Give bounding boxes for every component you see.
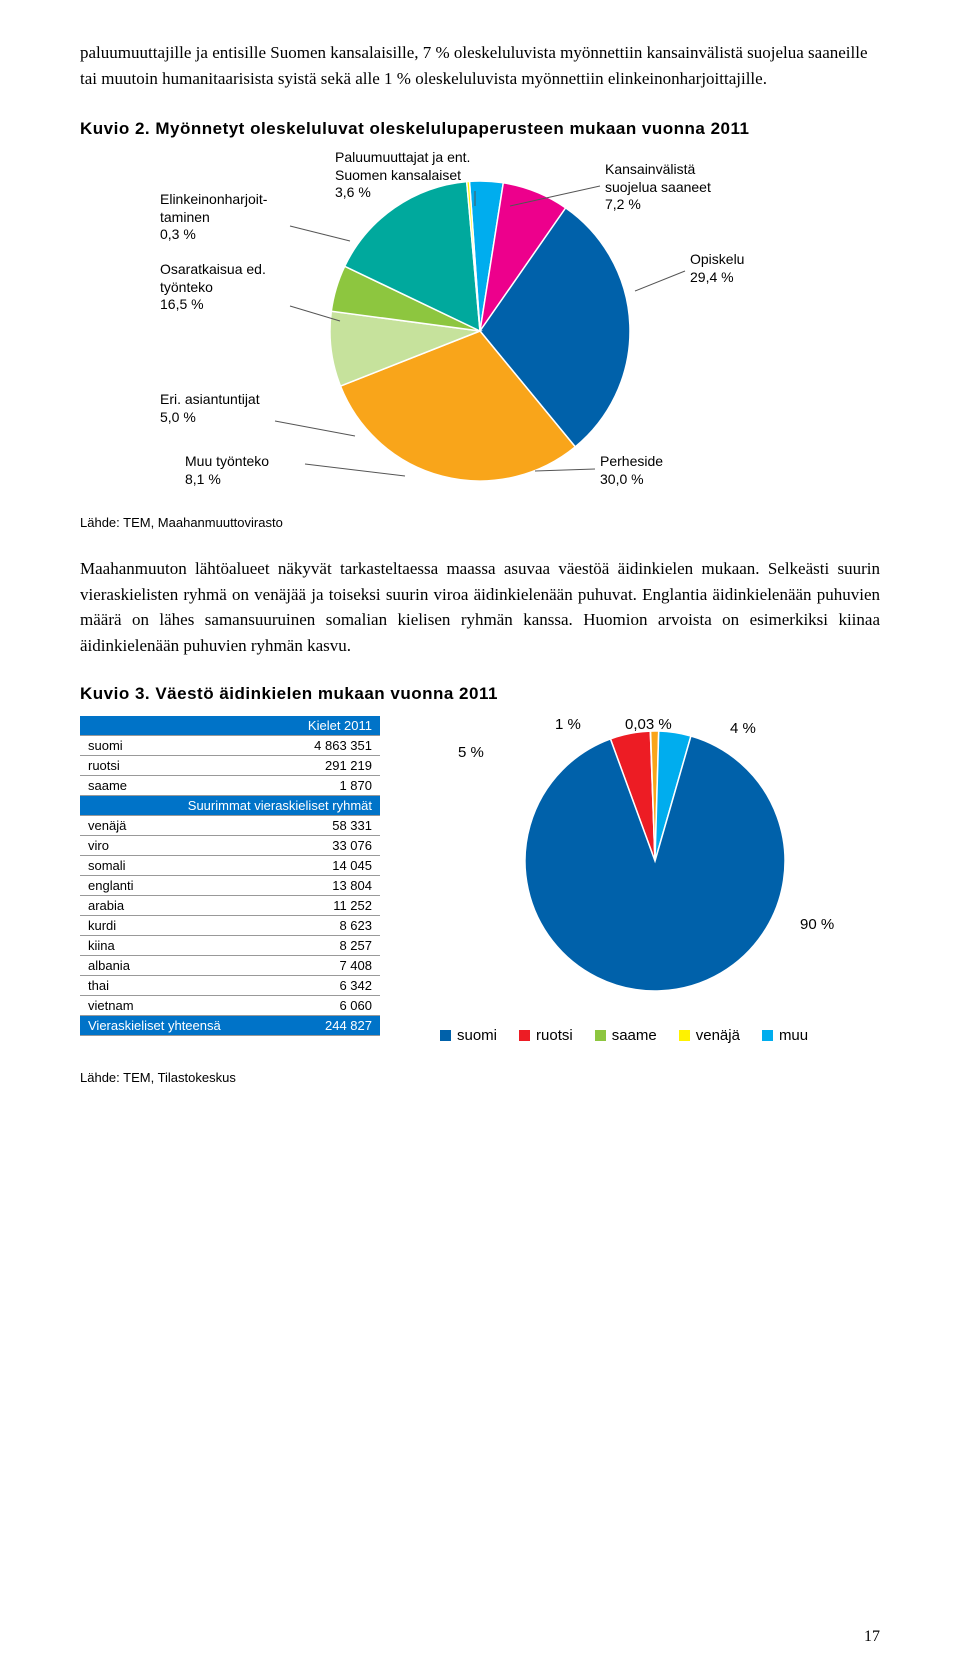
intro-paragraph: paluumuuttajille ja entisille Suomen kan… — [80, 40, 880, 91]
label-opiskelu: Opiskelu29,4 % — [690, 251, 744, 286]
kuvio3-title: Kuvio 3. Väestö äidinkielen mukaan vuonn… — [80, 684, 880, 704]
kuvio2-source: Lähde: TEM, Maahanmuuttovirasto — [80, 515, 880, 530]
body-paragraph-2: Maahanmuuton lähtöalueet näkyvät tarkast… — [80, 556, 880, 658]
label-90pct: 90 % — [800, 916, 834, 933]
label-osaratkaisu: Osaratkaisua ed.työnteko16,5 % — [160, 261, 266, 314]
legend-item: venäjä — [679, 1027, 740, 1044]
label-003pct: 0,03 % — [625, 716, 672, 733]
label-muutyo: Muu työnteko8,1 % — [185, 453, 269, 488]
label-elinkeinon: Elinkeinonharjoit-taminen0,3 % — [160, 191, 267, 244]
kuvio3-chart: 5 % 1 % 0,03 % 4 % 90 % suomi ruotsi saame… — [430, 716, 880, 1056]
kuvio3-legend: suomi ruotsi saame venäjä muu — [440, 1027, 808, 1044]
page-number: 17 — [864, 1628, 880, 1646]
legend-item: ruotsi — [519, 1027, 573, 1044]
label-asiantuntijat: Eri. asiantuntijat5,0 % — [160, 391, 260, 426]
label-5pct: 5 % — [458, 744, 484, 761]
kuvio3-pie — [520, 726, 790, 996]
legend-item: saame — [595, 1027, 657, 1044]
kuvio3-content: Kielet 2011suomi4 863 351ruotsi291 219sa… — [80, 716, 880, 1056]
label-perheside: Perheside30,0 % — [600, 453, 663, 488]
label-4pct: 4 % — [730, 720, 756, 737]
kuvio2-chart: Paluumuuttajat ja ent.Suomen kansalaiset… — [80, 151, 880, 511]
language-table: Kielet 2011suomi4 863 351ruotsi291 219sa… — [80, 716, 380, 1036]
legend-item: muu — [762, 1027, 808, 1044]
label-kansain: Kansainvälistäsuojelua saaneet7,2 % — [605, 161, 711, 214]
kuvio2-title: Kuvio 2. Myönnetyt oleskeluluvat oleskel… — [80, 119, 880, 139]
legend-item: suomi — [440, 1027, 497, 1044]
kuvio3-source: Lähde: TEM, Tilastokeskus — [80, 1070, 880, 1085]
label-1pct: 1 % — [555, 716, 581, 733]
label-paluu: Paluumuuttajat ja ent.Suomen kansalaiset… — [335, 149, 470, 202]
